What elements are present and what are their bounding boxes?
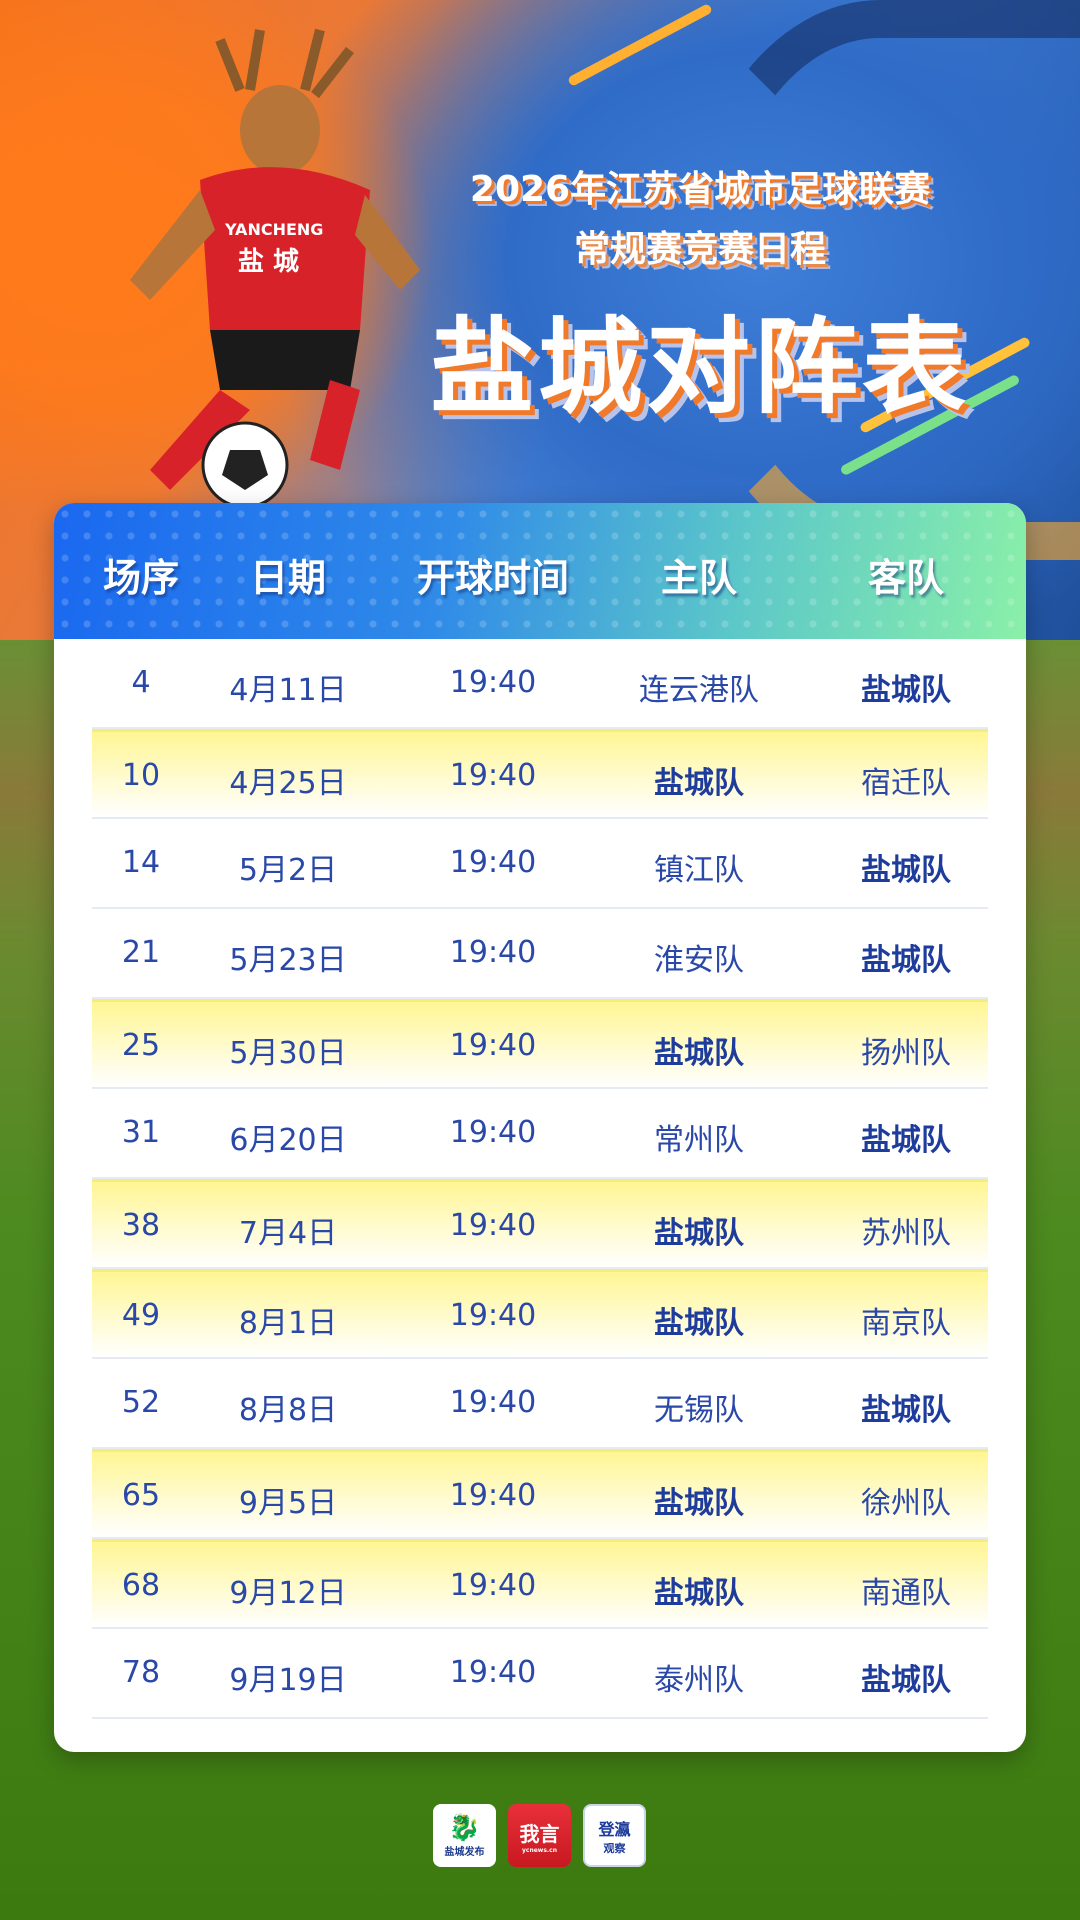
cell-match-no: 10 [121, 758, 161, 793]
cell-match-no: 31 [121, 1115, 161, 1150]
cell-date: 4月11日 [229, 673, 347, 708]
table-row: 68 9月12日 19:40 盐城队 南通队 [92, 1539, 988, 1629]
cell-match-no: 78 [121, 1655, 161, 1690]
cell-kickoff-time: 19:40 [449, 1028, 537, 1063]
cell-home-team: 盐城队 [654, 1576, 744, 1611]
cell-away-team: 苏州队 [861, 1216, 951, 1251]
table-row: 78 9月19日 19:40 泰州队 盐城队 [92, 1629, 988, 1719]
cell-home-team: 盐城队 [654, 766, 744, 801]
cell-kickoff-time: 19:40 [449, 1298, 537, 1333]
table-row: 52 8月8日 19:40 无锡队 盐城队 [92, 1359, 988, 1449]
cell-match-no: 4 [131, 665, 151, 700]
deer-mascot-illustration: YANCHENG 盐 城 [130, 28, 420, 509]
cell-date: 6月20日 [229, 1123, 347, 1158]
cell-date: 9月19日 [229, 1663, 347, 1698]
cell-kickoff-time: 19:40 [449, 1385, 537, 1420]
cell-kickoff-time: 19:40 [449, 1568, 537, 1603]
table-row: 38 7月4日 19:40 盐城队 苏州队 [92, 1179, 988, 1269]
cell-kickoff-time: 19:40 [449, 935, 537, 970]
table-body: 4 4月11日 19:40 连云港队 盐城队 10 4月25日 19:40 盐城队 宿迁队 14 5月… [92, 639, 988, 1719]
logo-label: 登瀛 [598, 1819, 631, 1839]
cell-date: 5月23日 [229, 943, 347, 978]
jersey-text-cn: 盐 城 [238, 247, 299, 277]
cell-away-team: 扬州队 [861, 1036, 951, 1071]
woyan-logo: 我言 ycnews.cn [508, 1804, 571, 1867]
cell-away-team: 宿迁队 [861, 766, 951, 801]
yancheng-fabu-logo: 🐉 盐城发布 [433, 1804, 496, 1867]
logo-label: 我言 [519, 1821, 560, 1846]
cell-away-team: 盐城队 [861, 853, 951, 888]
footer-logos: 🐉 盐城发布 我言 ycnews.cn 登瀛 观察 [433, 1804, 646, 1867]
table-header: 场序 日期 开球时间 主队 客队 [54, 503, 1026, 639]
cell-away-team: 南京队 [861, 1306, 951, 1341]
cell-home-team: 泰州队 [654, 1663, 744, 1698]
cell-home-team: 无锡队 [654, 1393, 744, 1428]
cell-away-team: 盐城队 [861, 1663, 951, 1698]
cell-kickoff-time: 19:40 [449, 1115, 537, 1150]
table-row: 25 5月30日 19:40 盐城队 扬州队 [92, 999, 988, 1089]
cell-date: 5月2日 [238, 853, 338, 888]
column-header-kickoff: 开球时间 [416, 556, 570, 600]
cell-match-no: 65 [121, 1478, 161, 1513]
cell-home-team: 盐城队 [654, 1216, 744, 1251]
cell-match-no: 21 [121, 935, 161, 970]
cell-date: 9月5日 [238, 1486, 338, 1521]
column-header-date: 日期 [249, 556, 327, 600]
cell-match-no: 49 [121, 1298, 161, 1333]
cell-match-no: 38 [121, 1208, 161, 1243]
logo-sub: 观察 [603, 1841, 626, 1855]
cell-kickoff-time: 19:40 [449, 845, 537, 880]
column-header-home: 主队 [660, 556, 738, 600]
table-row: 4 4月11日 19:40 连云港队 盐城队 [92, 639, 988, 729]
cell-home-team: 盐城队 [654, 1036, 744, 1071]
cell-away-team: 南通队 [861, 1576, 951, 1611]
schedule-table: 场序 日期 开球时间 主队 客队 4 4月11日 19:40 连云港队 盐城队 10 4月2… [54, 503, 1026, 1752]
cell-date: 8月8日 [238, 1393, 338, 1428]
schedule-subtitle: 常规赛竞赛日程 [573, 229, 826, 270]
cell-match-no: 68 [121, 1568, 161, 1603]
cell-home-team: 淮安队 [654, 943, 744, 978]
logo-label: 盐城发布 [444, 1847, 485, 1858]
cell-home-team: 常州队 [654, 1123, 744, 1158]
cell-away-team: 盐城队 [861, 1393, 951, 1428]
light-streak [567, 3, 713, 87]
table-row: 14 5月2日 19:40 镇江队 盐城队 [92, 819, 988, 909]
cell-date: 9月12日 [229, 1576, 347, 1611]
cell-kickoff-time: 19:40 [449, 758, 537, 793]
cell-home-team: 盐城队 [654, 1306, 744, 1341]
table-row: 31 6月20日 19:40 常州队 盐城队 [92, 1089, 988, 1179]
table-row: 49 8月1日 19:40 盐城队 南京队 [92, 1269, 988, 1359]
column-header-away: 客队 [867, 556, 945, 600]
table-row: 21 5月23日 19:40 淮安队 盐城队 [92, 909, 988, 999]
cell-away-team: 盐城队 [861, 943, 951, 978]
cell-kickoff-time: 19:40 [449, 1655, 537, 1690]
cell-away-team: 徐州队 [861, 1486, 951, 1521]
cell-kickoff-time: 19:40 [449, 1478, 537, 1513]
cell-date: 5月30日 [229, 1036, 347, 1071]
cell-home-team: 镇江队 [654, 853, 744, 888]
league-title: 2026年江苏省城市足球联赛 [469, 169, 931, 210]
cell-date: 8月1日 [238, 1306, 338, 1341]
cell-home-team: 连云港队 [639, 673, 759, 708]
logo-sub: ycnews.cn [521, 1846, 558, 1854]
cell-match-no: 14 [121, 845, 161, 880]
column-header-match-no: 场序 [102, 556, 180, 600]
page-title: 盐城对阵表 [429, 306, 970, 428]
cell-date: 4月25日 [229, 766, 347, 801]
table-row: 65 9月5日 19:40 盐城队 徐州队 [92, 1449, 988, 1539]
jersey-text: YANCHENG [224, 220, 323, 239]
cell-home-team: 盐城队 [654, 1486, 744, 1521]
cell-away-team: 盐城队 [861, 673, 951, 708]
title-block: 2026年江苏省城市足球联赛 常规赛竞赛日程 盐城对阵表 [400, 160, 1000, 433]
cell-away-team: 盐城队 [861, 1123, 951, 1158]
dragon-icon: 🐉 [448, 1813, 481, 1843]
cell-kickoff-time: 19:40 [449, 665, 537, 700]
cell-date: 7月4日 [238, 1216, 338, 1251]
table-row: 10 4月25日 19:40 盐城队 宿迁队 [92, 729, 988, 819]
cell-match-no: 52 [121, 1385, 161, 1420]
cell-match-no: 25 [121, 1028, 161, 1063]
dengying-logo: 登瀛 观察 [583, 1804, 646, 1867]
cell-kickoff-time: 19:40 [449, 1208, 537, 1243]
